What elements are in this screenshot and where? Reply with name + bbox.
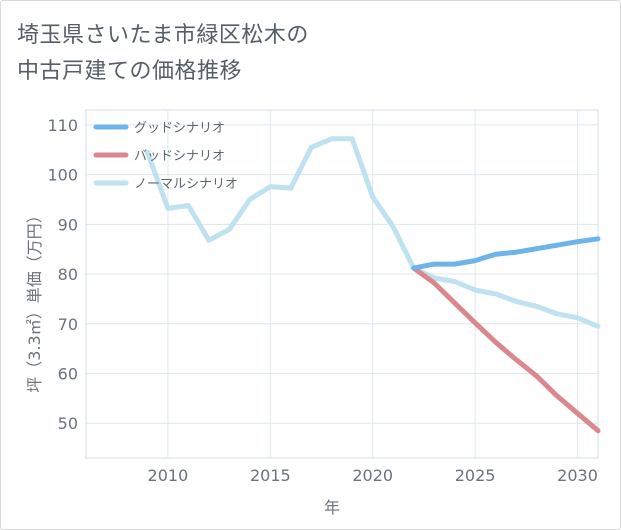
x-axis-label: 年 [324,498,340,517]
legend-label: グッドシナリオ [134,121,225,136]
series-line-0 [411,236,601,271]
series-line-2 [144,136,601,329]
x-tick-label: 2010 [148,466,189,485]
y-tick-labels: 50 60 70 80 90 100 110 [47,116,78,433]
y-tick-label: 90 [58,215,78,234]
plot-area [85,109,599,459]
x-tick-label: 2030 [557,466,598,485]
x-tick-label: 2015 [250,466,291,485]
x-tick-label: 2025 [455,466,496,485]
x-tick-label: 2020 [352,466,393,485]
y-tick-label: 100 [47,166,78,185]
y-tick-label: 70 [58,315,78,334]
y-tick-label: 110 [47,116,78,135]
y-tick-label: 60 [58,364,78,383]
series-lines [144,136,601,434]
legend-label: ノーマルシナリオ [134,177,238,192]
y-tick-label: 50 [58,414,78,433]
y-tick-label: 80 [58,265,78,284]
legend-label: バッドシナリオ [134,149,225,164]
grid-lines [85,109,599,459]
chart-title-line-2: 中古戸建ての価格推移 [17,59,243,84]
x-tick-labels: 2010 2015 2020 2025 2030 [148,466,598,485]
y-axis-label: 坪（3.3㎡）単価（万円） [25,207,44,392]
chart-title-line-1: 埼玉県さいたま市緑区松木の [17,23,309,48]
series-line-1 [411,265,601,434]
